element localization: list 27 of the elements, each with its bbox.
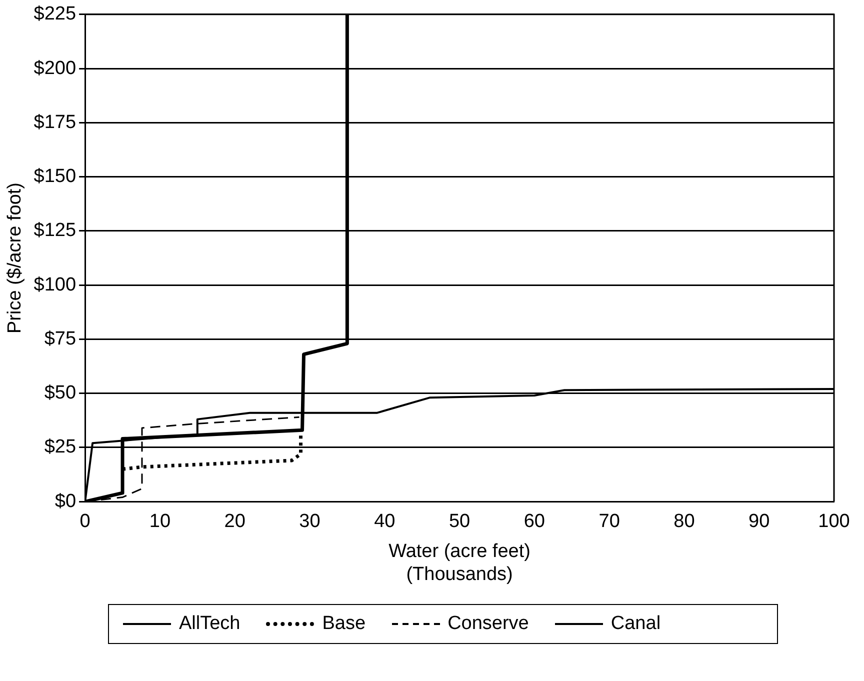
x-tick-label: 60 [524,511,545,532]
legend-label: Conserve [448,613,529,635]
y-tick-label: $50 [44,382,76,404]
y-axis-title: Price ($/acre foot) [4,182,26,334]
y-tick-label: $150 [34,166,76,188]
y-tick-label: $225 [34,4,76,25]
x-tick-label: 80 [674,511,695,532]
x-tick-label: 70 [598,511,620,532]
y-tick-label: $125 [34,220,76,242]
x-tick-label: 50 [448,511,470,532]
y-tick-label: $0 [54,490,76,512]
y-tick-label: $75 [44,328,76,350]
y-tick-label: $100 [34,274,76,296]
y-tick-label: $200 [34,58,76,79]
x-tick-label: 100 [818,511,850,532]
y-tick-label: $175 [34,112,76,133]
legend-label: AllTech [179,613,240,635]
legend-label: Base [322,613,366,635]
legend-label: Canal [610,613,661,635]
x-tick-label: 10 [149,511,171,532]
x-tick-label: 30 [299,511,320,532]
x-axis-title: Water (acre feet) (Thousands) [388,541,530,585]
x-tick-label: 40 [374,511,396,532]
y-tick-label: $25 [44,436,76,458]
x-tick-label: 20 [224,511,246,532]
x-tick-label: 0 [80,511,90,532]
x-tick-label: 90 [748,511,770,532]
